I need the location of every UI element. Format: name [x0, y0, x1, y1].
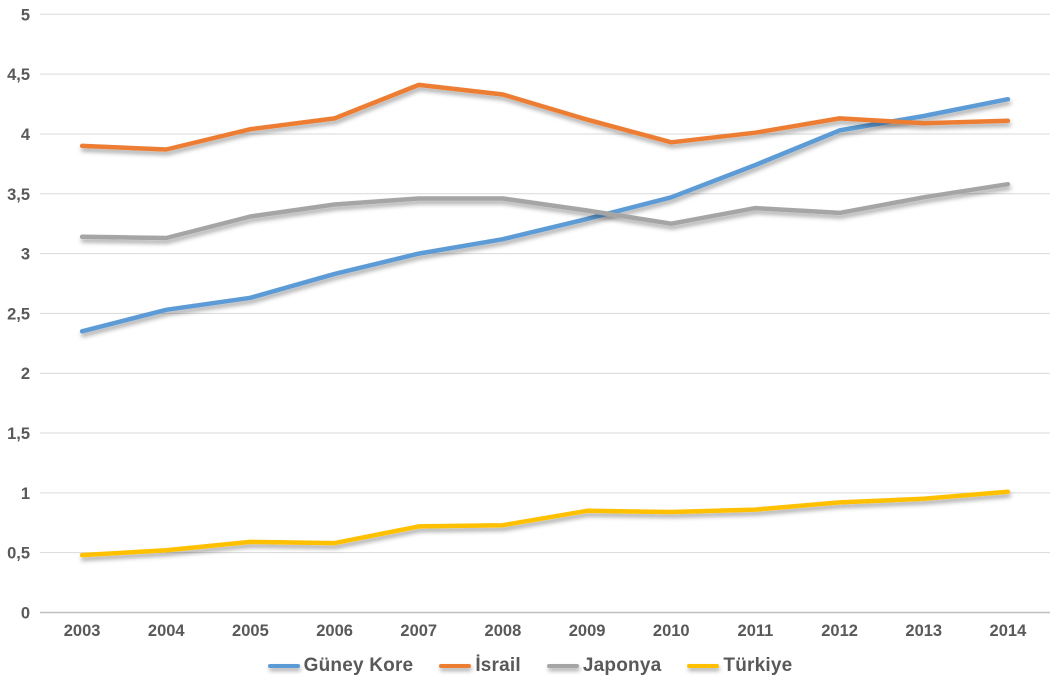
y-tick-label: 2,5 — [7, 305, 30, 323]
legend-label-guney-kore: Güney Kore — [303, 655, 414, 676]
series-lines — [79, 82, 1011, 558]
legend-label-israil: İsrail — [475, 655, 521, 676]
x-tick-label-2004: 2004 — [148, 622, 186, 640]
x-tick-label-2013: 2013 — [905, 622, 942, 640]
y-tick-label: 4,5 — [7, 66, 30, 84]
legend-line-swatch-israil — [439, 663, 472, 669]
series-line-guney-kore — [79, 96, 1011, 334]
series-line-japonya — [79, 181, 1011, 241]
y-tick-label: 3 — [21, 246, 30, 264]
x-tick-label-2007: 2007 — [400, 622, 437, 640]
x-tick-label-2012: 2012 — [821, 622, 858, 640]
y-tick-label: 1,5 — [7, 425, 30, 443]
chart-legend: Güney Kore İsrail Japonya Türkiye — [0, 646, 1060, 686]
y-axis-tick-labels: 0 0,5 1 1,5 2 2,5 3 3,5 4 4,5 5 — [7, 6, 31, 622]
x-axis-tick-labels: 2003 2004 2005 2006 2007 2008 2009 2010 2011 2012… — [64, 622, 1027, 640]
legend-item-guney-kore: Güney Kore — [267, 655, 414, 677]
series-line-turkiye — [79, 489, 1011, 558]
x-tick-label-2009: 2009 — [569, 622, 606, 640]
y-tick-label: 0 — [21, 605, 30, 623]
legend-line-swatch-guney-kore — [267, 663, 300, 669]
y-tick-label: 2 — [21, 365, 30, 383]
x-tick-label-2005: 2005 — [232, 622, 269, 640]
series-line-israil — [79, 82, 1011, 152]
y-tick-label: 4 — [21, 126, 31, 144]
legend-item-turkiye: Türkiye — [687, 655, 792, 677]
gridlines — [40, 13, 1050, 614]
legend-item-japonya: Japonya — [546, 655, 662, 677]
x-tick-label-2003: 2003 — [64, 622, 101, 640]
legend-item-israil: İsrail — [439, 655, 521, 677]
x-tick-label-2011: 2011 — [738, 622, 774, 640]
x-tick-label-2008: 2008 — [485, 622, 522, 640]
y-tick-label: 0,5 — [7, 545, 30, 563]
legend-label-japonya: Japonya — [582, 655, 662, 676]
x-tick-label-2006: 2006 — [316, 622, 353, 640]
y-tick-label: 5 — [21, 6, 30, 24]
y-tick-label: 3,5 — [7, 186, 30, 204]
legend-label-turkiye: Türkiye — [723, 655, 793, 676]
legend-line-swatch-japonya — [546, 663, 579, 669]
legend-line-swatch-turkiye — [687, 663, 720, 669]
y-tick-label: 1 — [21, 485, 30, 503]
x-tick-label-2010: 2010 — [653, 622, 690, 640]
x-tick-label-2014: 2014 — [990, 622, 1028, 640]
line-chart-plot: 00,511,522,533,544,55 2003 2004 2005 2006 20… — [7, 6, 1050, 640]
